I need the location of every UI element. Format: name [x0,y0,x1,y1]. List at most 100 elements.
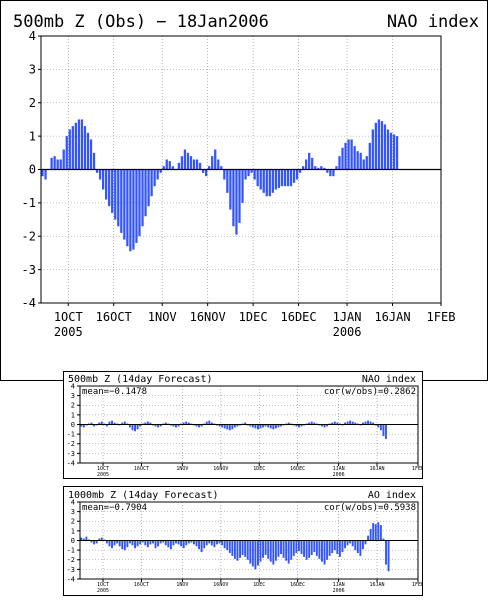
bar [305,159,308,170]
bar [192,159,196,170]
bar [241,169,244,203]
y-tick-label: -2 [67,556,75,564]
bar [186,152,190,170]
bar [321,424,323,427]
bar [111,169,114,213]
bar [347,139,350,170]
bar [139,424,142,427]
y-tick-label: -4 [22,296,36,310]
bar [372,422,375,425]
bar [195,159,199,170]
bar [108,421,111,425]
bar [231,424,234,430]
bar [189,156,193,170]
bar [244,169,247,180]
bar [211,156,214,170]
bar [210,540,213,546]
bar [359,540,362,556]
bar [297,424,300,428]
bar [208,420,211,425]
bar [331,540,334,554]
y-tick-label: 3 [71,392,75,400]
bar [90,422,93,425]
bar [236,424,239,427]
x-tick-label: 16JAN [369,582,384,588]
bar [287,540,290,564]
bar [117,169,120,227]
bar [332,169,335,177]
bar [175,424,177,428]
bar [274,540,277,561]
bar [311,157,314,170]
x-tick-label: 1JAN [333,466,345,472]
bar [165,159,168,170]
bar [152,540,154,544]
bar [236,540,239,561]
bar [251,424,254,428]
bar [200,540,203,553]
bar [344,422,346,425]
bar [269,540,272,562]
bar [297,540,300,552]
bar [346,540,349,546]
x-tick-label: 1NOV [148,310,177,324]
x-tick-label: 1NOV [176,582,188,588]
bar [367,535,370,541]
bar [226,424,229,430]
bar [100,537,103,541]
bar [77,119,81,170]
bar [361,422,364,425]
y-tick-label: -3 [22,263,36,277]
bar [351,421,354,425]
bar [249,540,252,564]
bar [300,424,303,427]
bar [132,169,135,250]
bar [286,169,290,187]
bar [280,169,284,187]
bar [156,169,159,180]
bar [183,149,187,170]
bar [128,424,131,428]
x-tick-label: 1DEC [239,310,268,324]
bar [244,422,247,425]
bar [249,424,252,427]
y-tick-label: 3 [71,508,75,516]
bar [323,540,326,565]
bar [226,540,229,551]
bar [382,538,385,541]
bar [95,169,99,173]
bar [377,522,380,541]
bar [359,152,362,170]
bar [185,540,188,546]
bar [108,540,111,547]
y-tick-label: 4 [71,498,75,506]
bar [93,540,96,545]
x-tick-label: 1FEB [427,310,456,324]
bar [190,540,193,543]
x-tick-label: 16JAN [374,310,410,324]
bar [98,169,102,180]
bar [108,169,111,207]
y-tick-label: 3 [29,63,36,77]
bar [101,169,105,190]
bar [80,119,84,170]
bar [356,540,359,554]
index-label: NAO index [387,12,479,32]
bar [118,540,121,547]
bar [141,169,144,227]
bar [139,540,142,545]
bar [157,540,160,547]
bar [223,424,226,429]
bar [308,152,311,170]
bar [162,166,165,170]
bar [277,424,280,428]
bar [177,540,180,545]
correlation-label: cor(w/obs)=0.2862 [324,387,416,397]
bar [41,169,44,177]
bar [303,540,306,557]
bar [93,424,96,427]
bar [111,420,113,425]
bar [59,159,62,170]
bar [146,421,149,425]
bar [364,540,367,545]
